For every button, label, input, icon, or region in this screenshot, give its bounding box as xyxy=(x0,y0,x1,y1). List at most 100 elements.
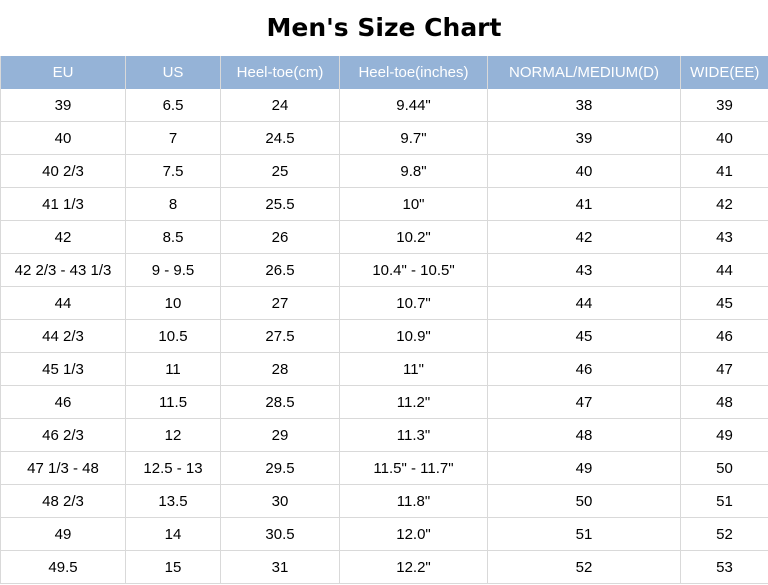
table-row: 46 11.5 28.5 11.2" 47 48 xyxy=(0,385,768,419)
cell-heel-toe-inches: 10.9" xyxy=(339,319,488,353)
cell-us: 8 xyxy=(125,187,221,221)
cell-heel-toe-cm: 30.5 xyxy=(220,517,340,551)
header-wide: WIDE(EE) xyxy=(680,56,768,89)
cell-heel-toe-cm: 28 xyxy=(220,352,340,386)
table-row: 45 1/3 11 28 11" 46 47 xyxy=(0,352,768,386)
cell-us: 13.5 xyxy=(125,484,221,518)
cell-wide: 53 xyxy=(680,550,768,584)
cell-wide: 46 xyxy=(680,319,768,353)
cell-normal-medium: 50 xyxy=(487,484,681,518)
cell-eu: 42 2/3 - 43 1/3 xyxy=(0,253,126,287)
cell-eu: 48 2/3 xyxy=(0,484,126,518)
cell-eu: 44 xyxy=(0,286,126,320)
table-row: 44 10 27 10.7" 44 45 xyxy=(0,286,768,320)
table-row: 40 7 24.5 9.7" 39 40 xyxy=(0,121,768,155)
cell-heel-toe-cm: 28.5 xyxy=(220,385,340,419)
cell-heel-toe-inches: 11.3" xyxy=(339,418,488,452)
cell-normal-medium: 46 xyxy=(487,352,681,386)
cell-normal-medium: 51 xyxy=(487,517,681,551)
header-eu: EU xyxy=(0,56,126,89)
cell-normal-medium: 52 xyxy=(487,550,681,584)
cell-eu: 49.5 xyxy=(0,550,126,584)
cell-wide: 44 xyxy=(680,253,768,287)
table-header: EU US Heel-toe(cm) Heel-toe(inches) NORM… xyxy=(0,56,768,89)
cell-heel-toe-cm: 29 xyxy=(220,418,340,452)
cell-normal-medium: 40 xyxy=(487,154,681,188)
cell-eu: 46 xyxy=(0,385,126,419)
cell-normal-medium: 47 xyxy=(487,385,681,419)
cell-heel-toe-inches: 12.0" xyxy=(339,517,488,551)
cell-heel-toe-inches: 9.44" xyxy=(339,89,488,122)
table-row: 49 14 30.5 12.0" 51 52 xyxy=(0,517,768,551)
table-row: 42 2/3 - 43 1/3 9 - 9.5 26.5 10.4" - 10.5" 4… xyxy=(0,253,768,287)
cell-heel-toe-inches: 11.8" xyxy=(339,484,488,518)
cell-wide: 43 xyxy=(680,220,768,254)
cell-us: 10.5 xyxy=(125,319,221,353)
header-heel-toe-inches: Heel-toe(inches) xyxy=(339,56,488,89)
cell-wide: 49 xyxy=(680,418,768,452)
cell-heel-toe-inches: 12.2" xyxy=(339,550,488,584)
table-row: 41 1/3 8 25.5 10" 41 42 xyxy=(0,187,768,221)
cell-wide: 47 xyxy=(680,352,768,386)
cell-wide: 42 xyxy=(680,187,768,221)
cell-us: 14 xyxy=(125,517,221,551)
cell-normal-medium: 49 xyxy=(487,451,681,485)
header-heel-toe-cm: Heel-toe(cm) xyxy=(220,56,340,89)
header-row: EU US Heel-toe(cm) Heel-toe(inches) NORM… xyxy=(0,56,768,89)
table-row: 40 2/3 7.5 25 9.8" 40 41 xyxy=(0,154,768,188)
cell-heel-toe-inches: 10" xyxy=(339,187,488,221)
cell-wide: 52 xyxy=(680,517,768,551)
cell-heel-toe-inches: 11.5" - 11.7" xyxy=(339,451,488,485)
cell-normal-medium: 41 xyxy=(487,187,681,221)
cell-wide: 51 xyxy=(680,484,768,518)
cell-heel-toe-cm: 27 xyxy=(220,286,340,320)
cell-heel-toe-cm: 29.5 xyxy=(220,451,340,485)
header-us: US xyxy=(125,56,221,89)
cell-wide: 50 xyxy=(680,451,768,485)
cell-eu: 40 2/3 xyxy=(0,154,126,188)
cell-heel-toe-cm: 24 xyxy=(220,89,340,122)
cell-heel-toe-cm: 27.5 xyxy=(220,319,340,353)
table-row: 47 1/3 - 48 12.5 - 13 29.5 11.5" - 11.7" 49 5… xyxy=(0,451,768,485)
cell-heel-toe-inches: 10.2" xyxy=(339,220,488,254)
cell-normal-medium: 48 xyxy=(487,418,681,452)
cell-eu: 42 xyxy=(0,220,126,254)
cell-us: 12 xyxy=(125,418,221,452)
cell-heel-toe-inches: 9.8" xyxy=(339,154,488,188)
chart-title: Men's Size Chart xyxy=(266,13,502,42)
cell-heel-toe-inches: 11" xyxy=(339,352,488,386)
cell-wide: 40 xyxy=(680,121,768,155)
cell-wide: 39 xyxy=(680,89,768,122)
table-row: 49.5 15 31 12.2" 52 53 xyxy=(0,550,768,584)
cell-eu: 39 xyxy=(0,89,126,122)
cell-heel-toe-cm: 26.5 xyxy=(220,253,340,287)
cell-heel-toe-inches: 10.7" xyxy=(339,286,488,320)
cell-normal-medium: 42 xyxy=(487,220,681,254)
cell-wide: 48 xyxy=(680,385,768,419)
cell-us: 10 xyxy=(125,286,221,320)
header-normal-medium: NORMAL/MEDIUM(D) xyxy=(487,56,681,89)
cell-eu: 40 xyxy=(0,121,126,155)
cell-us: 6.5 xyxy=(125,89,221,122)
cell-heel-toe-cm: 24.5 xyxy=(220,121,340,155)
cell-us: 7 xyxy=(125,121,221,155)
cell-heel-toe-inches: 11.2" xyxy=(339,385,488,419)
table-row: 39 6.5 24 9.44" 38 39 xyxy=(0,89,768,122)
cell-normal-medium: 38 xyxy=(487,89,681,122)
cell-us: 8.5 xyxy=(125,220,221,254)
cell-us: 11 xyxy=(125,352,221,386)
cell-us: 7.5 xyxy=(125,154,221,188)
cell-us: 11.5 xyxy=(125,385,221,419)
cell-eu: 46 2/3 xyxy=(0,418,126,452)
cell-us: 9 - 9.5 xyxy=(125,253,221,287)
cell-heel-toe-cm: 25.5 xyxy=(220,187,340,221)
cell-normal-medium: 43 xyxy=(487,253,681,287)
cell-normal-medium: 39 xyxy=(487,121,681,155)
table-row: 48 2/3 13.5 30 11.8" 50 51 xyxy=(0,484,768,518)
cell-heel-toe-cm: 31 xyxy=(220,550,340,584)
table-row: 46 2/3 12 29 11.3" 48 49 xyxy=(0,418,768,452)
cell-eu: 45 1/3 xyxy=(0,352,126,386)
table-body: 39 6.5 24 9.44" 38 39 40 7 24.5 9.7" 39 40 40 2/3 7.5… xyxy=(0,89,768,584)
cell-us: 15 xyxy=(125,550,221,584)
